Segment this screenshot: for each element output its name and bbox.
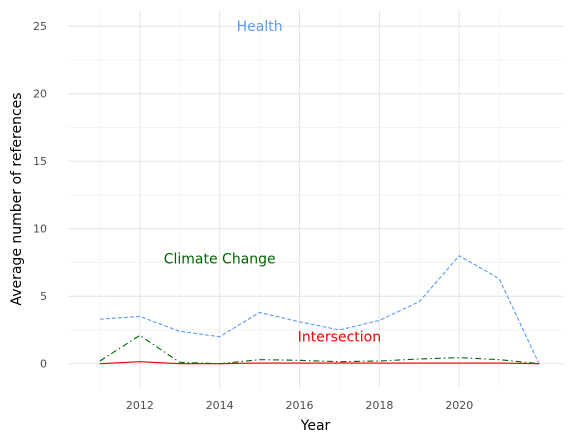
- x-axis-title: Year: [300, 418, 331, 434]
- annotation-layer: Health Climate Change Intersection: [164, 19, 381, 346]
- series-line-3: [99, 361, 540, 365]
- series-line-2: [99, 334, 540, 365]
- series-layer: [99, 254, 540, 365]
- y-tick-label: 10: [33, 223, 47, 236]
- y-tick-label: 20: [33, 88, 47, 101]
- annotation-label: Intersection: [298, 330, 381, 346]
- major-grid: [68, 10, 563, 388]
- y-tick-label: 5: [40, 290, 47, 303]
- y-tick-label: 25: [33, 20, 47, 33]
- y-axis-ticks: 0 5 10 15 20 25: [33, 20, 47, 371]
- y-axis-title: Average number of references: [9, 92, 25, 305]
- annotation-label: Climate Change: [164, 251, 276, 267]
- x-axis-ticks: 2012 2014 2016 2018 2020: [126, 399, 473, 412]
- series-line-1: [99, 254, 540, 364]
- annotation-label: Health: [237, 19, 283, 35]
- x-tick-label: 2020: [445, 399, 473, 412]
- minor-grid: [68, 10, 563, 388]
- y-tick-label: 15: [33, 155, 47, 168]
- x-tick-label: 2014: [206, 399, 234, 412]
- y-tick-label: 0: [40, 358, 47, 371]
- x-tick-label: 2018: [365, 399, 393, 412]
- x-tick-label: 2012: [126, 399, 154, 412]
- x-tick-label: 2016: [286, 399, 314, 412]
